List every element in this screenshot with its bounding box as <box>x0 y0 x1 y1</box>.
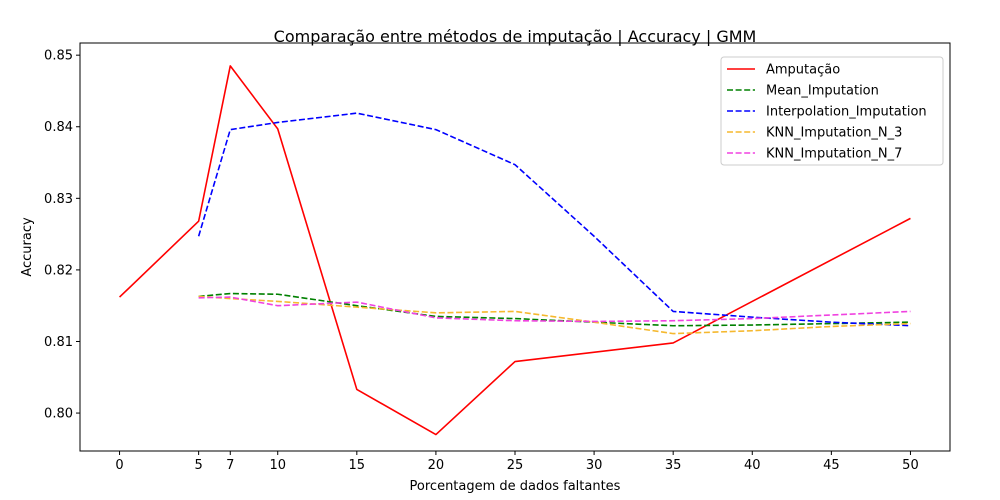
x-tick-label: 45 <box>823 458 840 473</box>
x-tick-label: 20 <box>428 458 445 473</box>
x-tick-label: 10 <box>269 458 286 473</box>
x-tick-label: 50 <box>902 458 919 473</box>
y-tick-label: 0.81 <box>44 335 73 350</box>
x-axis: 0 5 7 10 15 20 25 30 35 40 45 50 <box>115 451 919 473</box>
legend-box <box>720 56 944 166</box>
y-tick-label: 0.83 <box>44 192 73 207</box>
x-tick-label: 7 <box>226 458 234 473</box>
series-line-knn-imputation-n-3 <box>198 295 911 335</box>
y-tick-label: 0.82 <box>44 263 73 278</box>
series-line-amputa-o <box>118 65 911 436</box>
y-tick-label: 0.85 <box>44 49 73 64</box>
x-axis-label: Porcentagem de dados faltantes <box>410 479 621 494</box>
series-line-mean-imputation <box>198 292 911 327</box>
series-layer <box>118 65 911 436</box>
x-tick-label: 15 <box>349 458 366 473</box>
x-tick-label: 35 <box>665 458 682 473</box>
x-tick-label: 5 <box>194 458 202 473</box>
legend-label: Interpolation_Imputation <box>766 105 927 120</box>
legend-label: Mean_Imputation <box>766 84 879 99</box>
y-tick-label: 0.80 <box>44 407 73 422</box>
series-line-knn-imputation-n-7 <box>198 296 911 323</box>
y-axis-label: Accuracy <box>20 217 35 277</box>
legend-label: Amputação <box>766 63 840 78</box>
legend: Amputação Mean_Imputation Interpolation_Im… <box>720 56 944 166</box>
y-axis: 0.80 0.81 0.82 0.83 0.84 0.85 <box>44 49 80 422</box>
series-line-interpolation-imputation <box>197 112 911 327</box>
legend-label: KNN_Imputation_N_7 <box>766 147 902 162</box>
x-tick-label: 40 <box>744 458 761 473</box>
chart-title: Comparação entre métodos de imputação | … <box>274 27 757 46</box>
x-tick-label: 30 <box>586 458 603 473</box>
legend-label: KNN_Imputation_N_3 <box>766 126 902 141</box>
x-tick-label: 0 <box>115 458 123 473</box>
x-tick-label: 25 <box>507 458 524 473</box>
y-tick-label: 0.84 <box>44 120 73 135</box>
